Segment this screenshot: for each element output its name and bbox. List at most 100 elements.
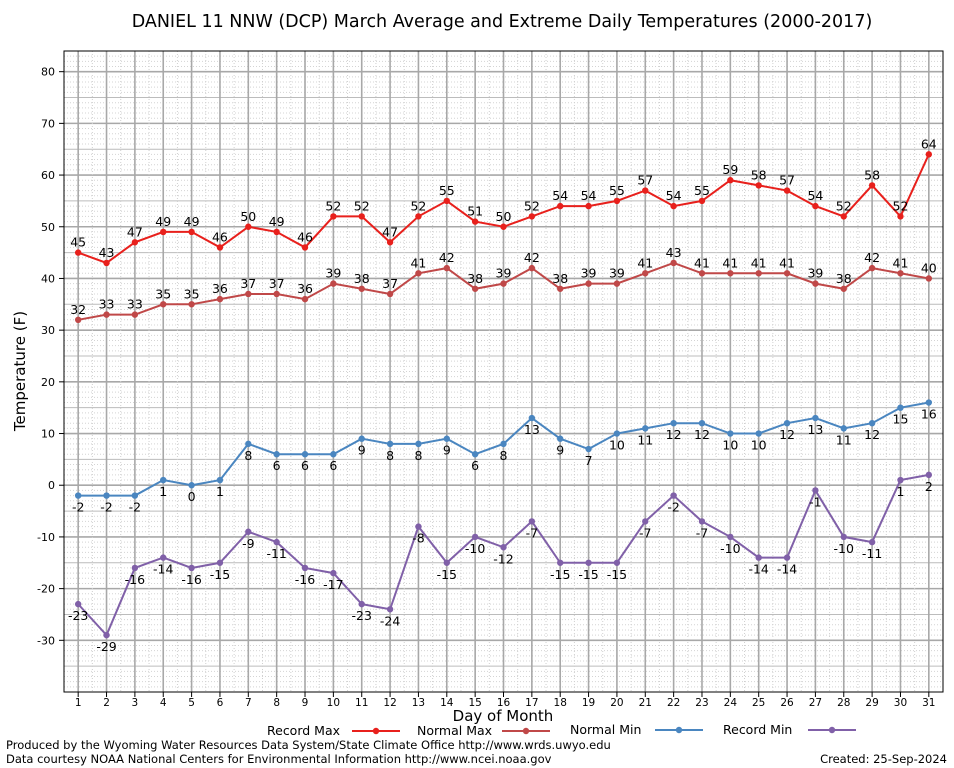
data-point: [160, 228, 167, 236]
x-tick-label: 2: [103, 697, 110, 709]
data-label: -14: [153, 562, 173, 577]
data-label: 6: [273, 458, 281, 473]
data-point: [415, 270, 422, 277]
data-point: [727, 430, 734, 437]
data-point: [897, 404, 904, 411]
data-point: [245, 223, 252, 230]
x-tick-label: 30: [894, 697, 907, 709]
data-label: -14: [748, 562, 768, 577]
grid: [64, 50, 943, 692]
x-tick-label: 22: [667, 697, 680, 709]
data-point: [443, 435, 450, 442]
data-label: -16: [181, 572, 201, 587]
data-point: [245, 290, 252, 298]
data-label: 10: [751, 438, 767, 453]
data-label: 38: [552, 271, 568, 286]
data-label: 64: [921, 136, 937, 151]
x-tick-label: 16: [497, 697, 511, 709]
data-point: [698, 270, 706, 277]
data-point: [613, 430, 621, 437]
data-label: 38: [354, 271, 370, 286]
x-tick-label: 13: [412, 697, 425, 709]
data-label: -15: [210, 567, 230, 582]
legend-item: Normal Min: [570, 722, 703, 737]
data-label: 57: [779, 173, 795, 188]
data-point: [301, 295, 309, 303]
data-point: [812, 487, 819, 494]
data-point: [330, 280, 337, 287]
data-label: 43: [666, 245, 682, 260]
data-label: 9: [358, 443, 366, 458]
y-tick-label: 50: [41, 221, 55, 234]
credit-line-1: Produced by the Wyoming Water Resources …: [6, 738, 611, 752]
x-tick-label: 25: [752, 697, 765, 709]
data-label: 1: [216, 484, 224, 499]
data-point: [868, 264, 876, 272]
data-point: [443, 264, 450, 272]
data-label: 42: [524, 250, 540, 265]
data-point: [386, 290, 394, 298]
x-tick-label: 6: [217, 697, 224, 709]
x-tick-label: 20: [610, 697, 623, 709]
data-point: [330, 213, 337, 220]
data-label: 49: [155, 214, 171, 229]
data-point: [812, 414, 819, 422]
data-point: [528, 213, 536, 220]
data-point: [188, 301, 195, 308]
data-point: [301, 244, 309, 251]
data-label: 42: [864, 250, 880, 265]
data-point: [273, 228, 280, 236]
data-label: 52: [325, 198, 341, 213]
data-label: 58: [751, 167, 767, 182]
y-tick-label: 30: [41, 324, 55, 337]
data-label: -2: [667, 500, 679, 515]
data-label: 46: [212, 229, 228, 244]
data-point: [585, 202, 592, 210]
y-tick-label: -30: [37, 634, 55, 647]
data-label: 41: [637, 255, 653, 270]
data-label: 41: [410, 255, 426, 270]
data-label: 12: [666, 427, 682, 442]
y-tick-label: 20: [41, 376, 55, 389]
data-point: [868, 538, 876, 546]
data-point: [301, 564, 309, 572]
y-tick-label: 40: [41, 272, 55, 285]
series-normal-max: 32 33 33 35 35 36 37 37 36 39 38 37 41 42 38 39 42 38 39 39…: [70, 245, 937, 324]
data-label: -10: [834, 541, 854, 556]
data-label: 54: [552, 188, 568, 203]
x-tick-label: 31: [922, 697, 935, 709]
data-label: 46: [297, 229, 313, 244]
data-point: [74, 316, 82, 324]
x-tick-label: 21: [639, 697, 652, 709]
x-tick-label: 12: [383, 697, 396, 709]
data-point: [216, 476, 224, 484]
data-label: -8: [412, 531, 425, 546]
data-point: [74, 249, 82, 256]
data-point: [330, 569, 337, 577]
data-point: [131, 239, 139, 246]
data-label: 49: [269, 214, 285, 229]
data-label: 10: [722, 438, 738, 453]
x-tick-label: 7: [245, 697, 252, 709]
data-point: [727, 533, 734, 541]
data-point: [783, 419, 791, 427]
data-label: -7: [639, 525, 651, 540]
y-tick-label: 60: [41, 169, 55, 182]
data-point: [585, 280, 592, 287]
data-point: [245, 528, 252, 535]
data-label: -17: [323, 577, 343, 592]
data-point: [613, 280, 621, 287]
data-label: 13: [807, 422, 823, 437]
data-point: [273, 290, 280, 298]
series-record-max: 45 43 47 49 49 46 50 49 46 52 52 47 52 55 51 50 52 54 54 55…: [70, 136, 937, 267]
x-tick-label: 27: [809, 697, 822, 709]
created-date: Created: 25-Sep-2024: [820, 752, 947, 766]
data-point: [386, 239, 394, 246]
data-point: [216, 295, 224, 303]
data-point: [642, 518, 649, 525]
data-label: -11: [266, 546, 286, 561]
data-point: [755, 430, 762, 437]
data-point: [698, 419, 706, 427]
